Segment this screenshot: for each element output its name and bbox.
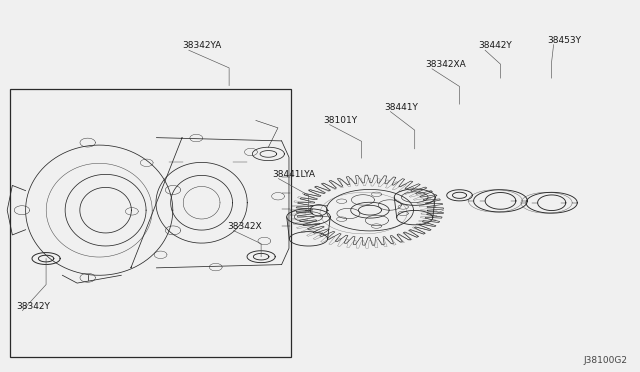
Text: 38101Y: 38101Y <box>323 116 357 125</box>
Text: 38441LYA: 38441LYA <box>272 170 315 179</box>
Text: 38453Y: 38453Y <box>547 36 581 45</box>
Bar <box>10 89 291 357</box>
Text: 38342YA: 38342YA <box>182 41 221 50</box>
Text: 38441Y: 38441Y <box>384 103 418 112</box>
Text: 38342X: 38342X <box>227 222 262 231</box>
Text: 38442Y: 38442Y <box>479 41 513 50</box>
Text: 38342XA: 38342XA <box>426 60 467 69</box>
Text: 38342Y: 38342Y <box>16 302 50 311</box>
Text: J38100G2: J38100G2 <box>583 356 627 365</box>
